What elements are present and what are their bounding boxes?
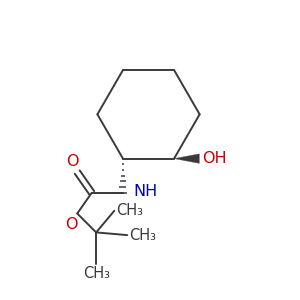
Text: O: O — [66, 154, 78, 169]
Text: CH₃: CH₃ — [83, 266, 110, 281]
Text: CH₃: CH₃ — [129, 228, 156, 243]
Text: CH₃: CH₃ — [116, 203, 143, 218]
Text: OH: OH — [202, 151, 226, 166]
Text: NH: NH — [134, 184, 158, 199]
Text: O: O — [65, 217, 78, 232]
Polygon shape — [174, 154, 199, 164]
